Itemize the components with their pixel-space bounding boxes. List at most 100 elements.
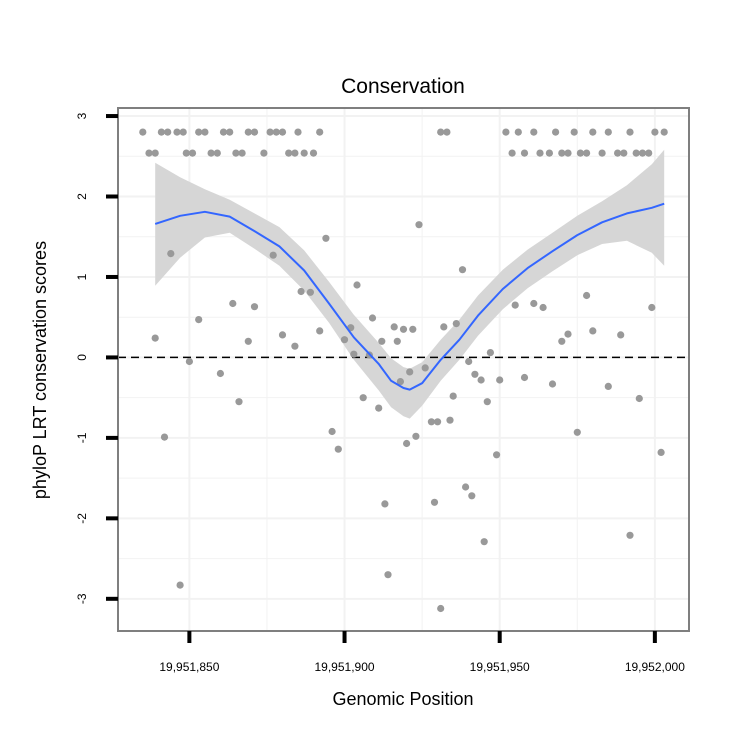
data-point bbox=[583, 149, 591, 157]
data-point bbox=[483, 398, 491, 406]
data-point bbox=[139, 128, 147, 136]
y-tick-label: 0 bbox=[75, 354, 89, 361]
data-point bbox=[167, 250, 175, 258]
y-axis: -3 -2 -1 0 1 2 3 bbox=[75, 112, 118, 604]
data-point bbox=[151, 149, 159, 157]
data-point bbox=[545, 149, 554, 157]
data-point bbox=[334, 445, 342, 453]
data-point bbox=[604, 382, 612, 390]
data-point bbox=[207, 149, 215, 157]
data-point bbox=[660, 128, 668, 136]
data-point bbox=[620, 149, 628, 157]
y-tick-label: 2 bbox=[75, 193, 89, 200]
data-point bbox=[272, 128, 280, 136]
data-point bbox=[381, 500, 389, 508]
data-point bbox=[415, 221, 423, 229]
data-point bbox=[638, 149, 647, 157]
y-tick-label: -1 bbox=[75, 432, 89, 443]
data-point bbox=[297, 287, 305, 296]
data-point bbox=[449, 392, 457, 400]
data-point bbox=[176, 581, 184, 589]
x-tick-label: 19,951,950 bbox=[470, 660, 530, 674]
data-point bbox=[614, 149, 622, 157]
data-point bbox=[502, 128, 510, 136]
data-point bbox=[266, 128, 274, 136]
data-point bbox=[645, 149, 653, 157]
data-point bbox=[294, 128, 302, 136]
data-point bbox=[583, 291, 591, 300]
data-point bbox=[185, 357, 193, 366]
data-point bbox=[548, 380, 557, 388]
data-point bbox=[195, 316, 203, 324]
data-point bbox=[530, 128, 538, 136]
data-point bbox=[316, 327, 324, 335]
data-point bbox=[291, 342, 299, 350]
data-point bbox=[511, 301, 519, 309]
data-point bbox=[235, 398, 243, 406]
data-point bbox=[471, 370, 479, 378]
data-point bbox=[437, 128, 445, 136]
y-tick-label: 3 bbox=[75, 112, 89, 119]
data-point bbox=[278, 128, 287, 136]
data-point bbox=[434, 418, 442, 426]
data-point bbox=[452, 320, 460, 328]
data-point bbox=[300, 149, 308, 157]
y-tick-label: 1 bbox=[75, 273, 89, 280]
data-point bbox=[375, 404, 383, 412]
data-point bbox=[160, 433, 169, 441]
data-point bbox=[269, 251, 277, 259]
data-point bbox=[278, 331, 287, 339]
data-point bbox=[520, 373, 529, 382]
data-point bbox=[412, 432, 420, 440]
data-point bbox=[617, 331, 625, 339]
data-point bbox=[250, 303, 259, 311]
data-point bbox=[353, 281, 361, 289]
data-point bbox=[232, 149, 240, 157]
data-point bbox=[427, 418, 435, 426]
data-point bbox=[350, 350, 358, 358]
data-point bbox=[316, 128, 324, 136]
data-point bbox=[250, 128, 259, 136]
data-point bbox=[486, 349, 494, 357]
data-point bbox=[409, 325, 417, 333]
data-point bbox=[626, 128, 634, 136]
data-point bbox=[173, 128, 181, 136]
data-point bbox=[465, 357, 473, 366]
data-point bbox=[406, 368, 414, 376]
data-point bbox=[570, 128, 578, 136]
data-point bbox=[635, 394, 643, 403]
y-tick-label: -2 bbox=[75, 513, 89, 524]
data-point bbox=[480, 538, 488, 546]
data-point bbox=[604, 128, 612, 136]
data-point bbox=[558, 337, 566, 345]
data-point bbox=[564, 330, 572, 338]
data-point bbox=[493, 451, 501, 459]
data-point bbox=[182, 149, 190, 157]
data-point bbox=[530, 299, 538, 308]
grid-major bbox=[118, 108, 689, 631]
data-point bbox=[657, 448, 665, 456]
data-point bbox=[306, 288, 314, 296]
plot-panel-border bbox=[117, 107, 690, 632]
data-point bbox=[576, 149, 585, 157]
data-point bbox=[368, 314, 377, 322]
data-point bbox=[238, 149, 246, 157]
data-point bbox=[558, 149, 566, 157]
y-tick-label: -3 bbox=[75, 593, 89, 604]
data-point bbox=[393, 337, 401, 345]
data-point bbox=[632, 149, 640, 157]
data-point bbox=[496, 376, 504, 384]
data-point bbox=[244, 337, 252, 345]
data-point bbox=[648, 303, 656, 312]
data-point bbox=[552, 128, 560, 136]
data-point bbox=[536, 149, 544, 157]
data-point bbox=[396, 378, 404, 386]
chart-title: Conservation bbox=[341, 75, 465, 98]
data-point bbox=[291, 149, 299, 157]
x-tick-label: 19,951,900 bbox=[315, 660, 375, 674]
x-tick-label: 19,952,000 bbox=[625, 660, 685, 674]
data-point bbox=[322, 234, 330, 242]
x-axis: 19,951,850 19,951,900 19,951,950 19,952,000 bbox=[159, 631, 685, 674]
data-point bbox=[188, 149, 197, 157]
